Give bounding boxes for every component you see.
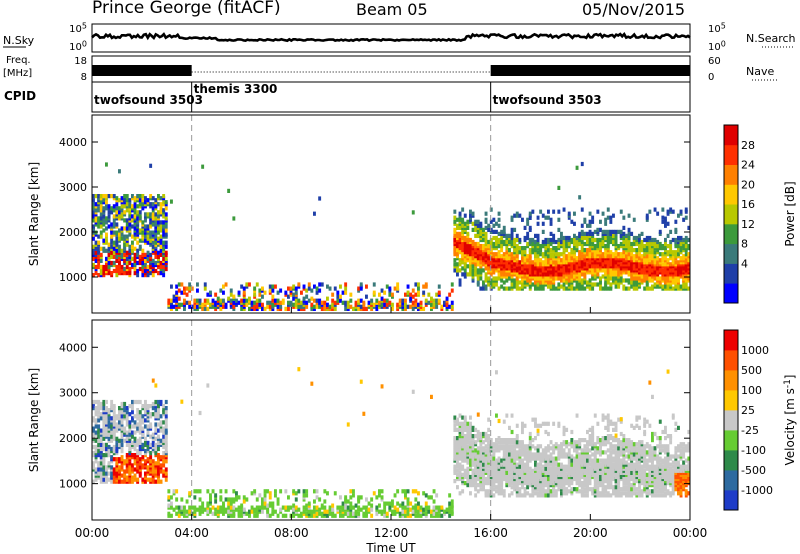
cpid-segment-label: themis 3300 [194,82,278,96]
freq-band-late [490,65,690,76]
freq-label-line2: [MHz] [3,68,32,79]
xtick-label: 12:00 [374,526,409,540]
power-colorbar-tick: 28 [741,139,755,152]
header-date: 05/Nov/2015 [582,0,686,19]
nave-tick-bottom: 0 [708,72,714,83]
power-colorbar-swatch [724,223,738,245]
velocity-colorbar-tick: 1000 [741,344,769,357]
velocity-panel-background [92,320,690,520]
cpid-segment-label: twofsound 3503 [493,93,602,107]
velocity-panel-ytick-label: 2000 [59,432,87,445]
velocity-colorbar-swatch [724,370,738,391]
freq-tick-bottom: 8 [81,72,87,83]
power-panel-ylabel: Slant Range [km] [27,162,41,266]
nsky-panel-frame [91,23,691,53]
nsearch-label: N.Search [746,32,796,45]
velocity-colorbar-tick: -25 [741,424,759,437]
nsearch-tick-bottom: 100 [708,40,726,54]
power-colorbar-tick: 20 [741,178,755,191]
freq-tick-top: 18 [74,56,87,67]
power-colorbar-swatch [724,283,738,304]
nsky-label: N.Sky [3,34,35,47]
header-beam-title: Beam 05 [356,0,428,19]
velocity-colorbar-swatch [724,470,738,491]
velocity-colorbar-swatch [724,410,738,431]
freq-label-line1: Freq. [6,55,31,66]
velocity-panel-ytick-label: 4000 [59,341,87,354]
velocity-colorbar-swatch [724,330,738,351]
velocity-colorbar-swatch [724,430,738,451]
power-panel-cells [92,161,691,311]
power-colorbar-swatch [724,184,738,205]
nave-tick-top: 60 [708,56,721,67]
velocity-panel-cells [92,367,691,518]
cpid-segment-label: twofsound 3503 [94,93,203,107]
power-colorbar-swatch [724,164,738,185]
velocity-panel-ytick-label: 3000 [59,387,87,400]
freq-band-early [92,65,192,76]
power-colorbar-tick: 24 [741,159,755,172]
cpid-label: CPID [4,89,36,103]
power-colorbar-swatch [724,144,738,165]
nave-label: Nave [746,65,774,78]
power-colorbar-tick: 8 [741,238,748,251]
nsky-tick-top: 105 [69,22,87,36]
xaxis-label: Time UT [365,541,416,554]
velocity-colorbar-swatch [724,350,738,371]
power-colorbar-swatch [724,125,738,146]
power-panel-ytick-label: 3000 [59,181,87,194]
power-panel-ytick-label: 4000 [59,136,87,149]
nsky-series-line [91,32,691,43]
power-colorbar-swatch [724,204,738,225]
velocity-colorbar-tick: 500 [741,364,762,377]
power-colorbar-tick: 12 [741,218,755,231]
velocity-colorbar-tick: -1000 [741,484,773,497]
velocity-colorbar-tick: 100 [741,384,762,397]
velocity-colorbar-tick: -500 [741,464,766,477]
velocity-colorbar-frame [723,329,739,511]
power-colorbar-frame [723,124,739,304]
velocity-panel-ylabel: Slant Range [km] [27,368,41,472]
velocity-colorbar-label: Velocity [m s-1] [783,375,797,466]
nsearch-tick-top: 105 [708,22,726,36]
header-station-title: Prince George (fitACF) [92,0,281,18]
velocity-colorbar-tick: -100 [741,444,766,457]
power-panel-ytick-label: 2000 [59,226,87,239]
velocity-colorbar-swatch [724,450,738,471]
xtick-label: 16:00 [473,526,508,540]
cpid-panel-frame [91,81,691,113]
power-colorbar-tick: 4 [741,257,748,270]
nsky-tick-bottom: 100 [69,40,87,54]
xtick-label: 08:00 [274,526,309,540]
power-panel-ytick-label: 1000 [59,271,87,284]
xtick-label: 00:00 [75,526,110,540]
power-colorbar-swatch [724,263,738,284]
xtick-label: 00:00 [673,526,708,540]
xtick-label: 20:00 [573,526,608,540]
velocity-colorbar-tick: 25 [741,404,755,417]
power-colorbar-label: Power [dB] [783,181,797,246]
velocity-panel-ytick-label: 1000 [59,478,87,491]
power-colorbar-swatch [724,243,738,264]
velocity-colorbar-swatch [724,490,738,511]
xtick-label: 04:00 [174,526,209,540]
power-colorbar-tick: 16 [741,198,755,211]
velocity-colorbar-swatch [724,390,738,411]
